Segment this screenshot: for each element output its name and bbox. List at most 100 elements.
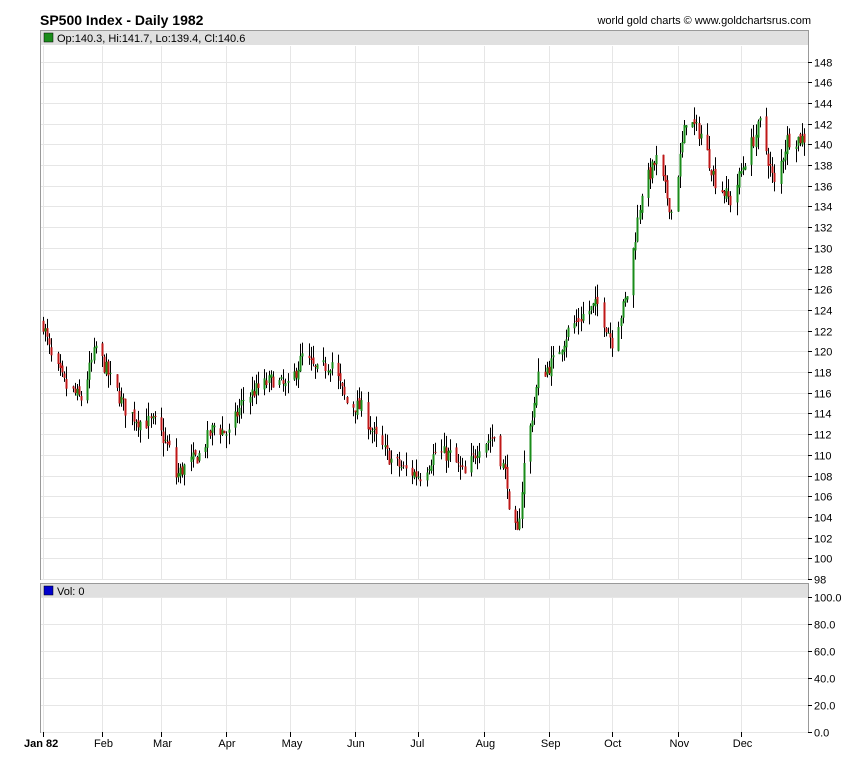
candle xyxy=(596,284,599,317)
candle xyxy=(799,132,802,147)
price-y-tick-label: 142 xyxy=(814,120,832,132)
candle xyxy=(765,107,768,155)
candle xyxy=(105,353,108,377)
candle xyxy=(721,181,724,194)
candle-body xyxy=(322,360,325,363)
candle xyxy=(282,369,285,392)
candle xyxy=(695,114,698,132)
price-y-tick-label: 98 xyxy=(814,575,826,587)
candle xyxy=(118,382,121,407)
price-y-tick-label: 132 xyxy=(814,223,832,235)
candle-body xyxy=(329,370,332,374)
candle-body xyxy=(695,122,698,124)
volume-y-tick-label: 100.0 xyxy=(814,593,842,605)
candle xyxy=(101,341,104,368)
candle-body xyxy=(685,125,688,128)
candle-body xyxy=(596,296,599,304)
candle-body xyxy=(398,459,401,467)
candle-body xyxy=(755,134,758,148)
candle xyxy=(744,163,747,171)
candle xyxy=(213,422,216,436)
candle xyxy=(582,301,585,324)
candle xyxy=(225,431,228,449)
candle-body xyxy=(242,399,245,401)
candle-body xyxy=(297,369,300,380)
x-axis: Jan 82 Feb Mar Apr May Jun Jul Aug Sep Oct Nov Dec xyxy=(24,732,753,750)
candle-body xyxy=(803,133,806,143)
candle-body xyxy=(263,378,266,390)
candle xyxy=(133,401,136,431)
candle xyxy=(464,460,467,474)
candle xyxy=(445,435,448,473)
candle-body xyxy=(63,373,66,378)
price-y-tick-label: 136 xyxy=(814,182,832,194)
candle-body xyxy=(668,198,671,213)
candle-body xyxy=(223,430,226,434)
candle xyxy=(367,391,370,440)
candle-body xyxy=(268,375,271,383)
candle xyxy=(314,364,317,379)
candle xyxy=(80,391,83,407)
candle xyxy=(109,360,112,386)
candle xyxy=(354,410,357,424)
candle-body xyxy=(122,398,125,400)
candle-body xyxy=(314,365,317,367)
candle xyxy=(714,157,717,195)
candle xyxy=(272,371,275,388)
candle xyxy=(773,164,776,192)
candle xyxy=(388,447,391,465)
candle xyxy=(270,370,273,391)
candle-body xyxy=(339,373,342,381)
candle-body xyxy=(312,357,315,364)
candle-body xyxy=(415,471,418,477)
candle-body xyxy=(198,453,201,461)
candle-body xyxy=(609,333,612,338)
candle xyxy=(440,439,443,460)
candle xyxy=(736,173,739,216)
candle-body xyxy=(358,398,361,410)
candle-body xyxy=(653,162,656,166)
candle xyxy=(788,128,791,150)
candle-body xyxy=(168,440,171,446)
price-y-tick-label: 106 xyxy=(814,492,832,504)
candle xyxy=(573,315,576,334)
candle xyxy=(771,157,774,184)
candle-body xyxy=(727,191,730,197)
volume-y-axis: 0.0 20.0 40.0 60.0 80.0 100.0 xyxy=(808,593,842,740)
candle-body xyxy=(567,327,570,338)
candle xyxy=(236,405,239,424)
candle-body xyxy=(124,398,127,416)
candle-body xyxy=(72,386,75,389)
candle xyxy=(255,374,258,405)
x-tick-label: Jan 82 xyxy=(24,738,58,750)
candle-body xyxy=(360,400,363,411)
candle-body xyxy=(710,169,713,176)
candle-body xyxy=(533,402,536,418)
candle xyxy=(145,408,148,429)
candle-body xyxy=(641,195,644,213)
candle-body xyxy=(221,429,224,435)
candle xyxy=(563,340,566,361)
candle xyxy=(651,159,654,184)
price-y-tick-label: 138 xyxy=(814,161,832,173)
candle-body xyxy=(78,386,81,395)
candle-body xyxy=(771,166,774,173)
candle-body xyxy=(284,383,287,387)
price-y-tick-label: 104 xyxy=(814,513,832,525)
candle xyxy=(196,455,199,464)
price-y-tick-label: 124 xyxy=(814,306,832,318)
candle xyxy=(461,457,464,470)
candle xyxy=(339,363,342,389)
candle xyxy=(405,452,408,477)
candle xyxy=(327,364,330,376)
candle-body xyxy=(443,446,446,453)
candle xyxy=(516,510,519,531)
candle xyxy=(502,459,505,470)
candle-body xyxy=(257,383,260,388)
candle xyxy=(725,176,728,203)
candle-body xyxy=(160,417,163,431)
candle-body xyxy=(558,352,561,355)
candle-body xyxy=(44,328,47,332)
candle xyxy=(750,128,753,177)
candle xyxy=(284,378,287,396)
